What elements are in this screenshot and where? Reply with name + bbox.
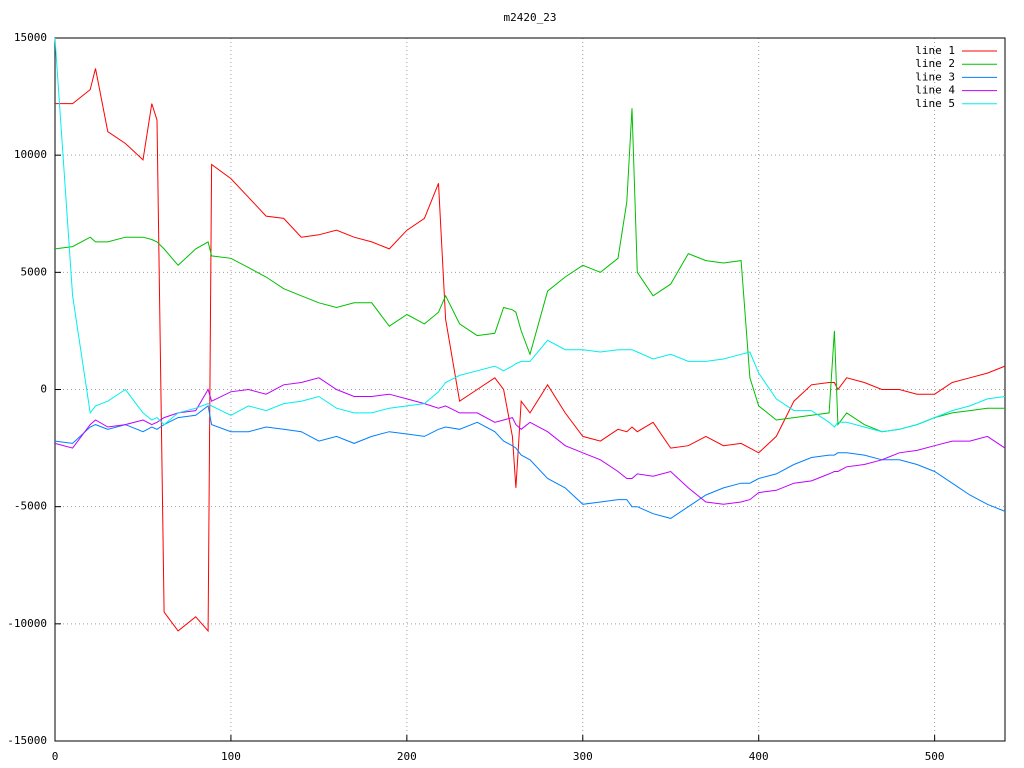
- y-tick-label: -10000: [7, 617, 47, 630]
- x-tick-label: 200: [397, 750, 417, 763]
- y-tick-label: 10000: [14, 148, 47, 161]
- x-tick-label: 300: [573, 750, 593, 763]
- plot-frame: [54, 37, 1006, 742]
- x-tick-label: 500: [925, 750, 945, 763]
- data-line: [54, 37, 1006, 433]
- x-tick-label: 100: [221, 750, 241, 763]
- chart-title: m2420_23: [504, 11, 557, 24]
- y-tick-label: 5000: [21, 265, 48, 278]
- y-tick-label: 15000: [14, 31, 47, 44]
- data-line: [54, 405, 1006, 519]
- y-tick-label: -15000: [7, 734, 47, 747]
- y-tick-label: 0: [40, 383, 47, 396]
- x-tick-label: 400: [749, 750, 769, 763]
- legend-label: line 4: [915, 84, 955, 97]
- legend-label: line 5: [915, 97, 955, 110]
- legend-label: line 1: [915, 44, 955, 57]
- x-tick-label: 0: [52, 750, 59, 763]
- y-tick-label: -5000: [14, 500, 47, 513]
- legend-label: line 3: [915, 70, 955, 83]
- legend-label: line 2: [915, 57, 955, 70]
- data-line: [54, 108, 1005, 433]
- data-line: [55, 68, 1006, 633]
